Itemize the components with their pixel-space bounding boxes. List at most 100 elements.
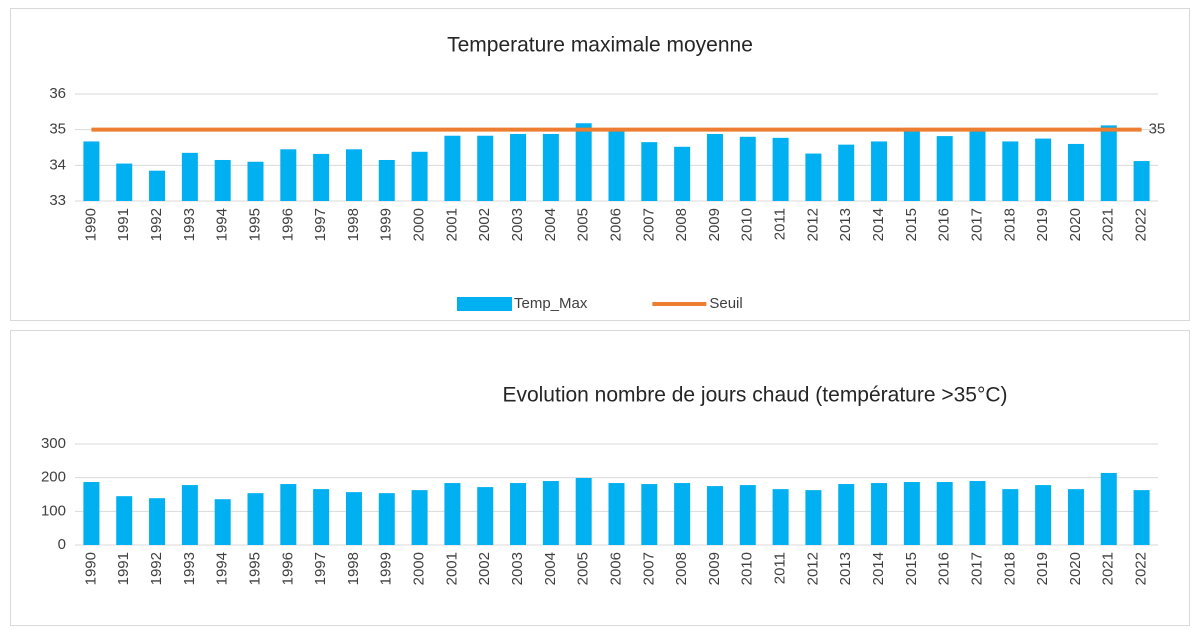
bar: [1002, 141, 1019, 201]
x-tick-label: 2016: [936, 552, 953, 585]
bar: [378, 159, 395, 201]
chart-title: Evolution nombre de jours chaud (tempéra…: [502, 384, 1007, 407]
x-tick-label: 2013: [837, 208, 854, 241]
bar: [1133, 490, 1150, 545]
x-tick-label: 2018: [1001, 552, 1018, 585]
x-tick-label: 1993: [181, 552, 198, 585]
bar: [214, 159, 231, 201]
bar: [969, 129, 986, 201]
bar: [936, 482, 953, 545]
bar: [247, 161, 264, 201]
x-tick-label: 1996: [279, 208, 296, 241]
x-tick-label: 2015: [903, 208, 920, 241]
x-tick-label: 1990: [82, 552, 99, 585]
x-tick-label: 1996: [279, 552, 296, 585]
x-tick-label: 2016: [936, 208, 953, 241]
bar: [838, 484, 855, 545]
bar: [969, 481, 986, 545]
x-tick-label: 1994: [214, 208, 231, 241]
bar: [641, 484, 658, 545]
x-tick-label: 2012: [804, 552, 821, 585]
bar: [739, 136, 756, 201]
bar: [149, 170, 166, 201]
y-tick-label: 33: [49, 192, 66, 209]
bar: [1133, 161, 1150, 201]
bar: [510, 133, 527, 201]
y-tick-label: 34: [49, 156, 66, 173]
y-tick-label: 0: [58, 536, 66, 553]
x-tick-label: 2004: [542, 552, 559, 585]
x-tick-label: 1992: [148, 552, 165, 585]
x-tick-label: 2007: [640, 208, 657, 241]
bar: [83, 141, 100, 201]
legend-label: Temp_Max: [514, 295, 588, 312]
x-tick-label: 2014: [870, 208, 887, 241]
x-tick-label: 1992: [148, 208, 165, 241]
bar: [477, 487, 494, 545]
x-tick-label: 2019: [1034, 552, 1051, 585]
bar: [247, 493, 264, 545]
bar: [838, 144, 855, 201]
bar: [871, 483, 888, 545]
y-tick-label: 100: [41, 502, 66, 519]
bar: [805, 153, 822, 201]
bar: [1002, 489, 1019, 545]
bar: [345, 149, 362, 201]
bar: [444, 483, 461, 545]
x-tick-label: 1991: [115, 552, 132, 585]
bar: [1100, 472, 1117, 545]
bar: [542, 133, 559, 201]
x-tick-label: 2001: [443, 552, 460, 585]
bar: [313, 153, 330, 201]
bar: [575, 478, 592, 545]
x-tick-label: 2008: [673, 208, 690, 241]
bar: [936, 136, 953, 201]
bar: [706, 133, 723, 201]
bar: [674, 146, 691, 201]
bar: [1035, 138, 1052, 201]
x-tick-label: 2008: [673, 552, 690, 585]
panel: [10, 8, 1190, 321]
bar: [674, 483, 691, 545]
x-tick-label: 1993: [181, 208, 198, 241]
x-tick-label: 2022: [1133, 552, 1150, 585]
bar: [411, 490, 428, 545]
x-tick-label: 1995: [246, 552, 263, 585]
bar: [772, 137, 789, 201]
x-tick-label: 2001: [443, 208, 460, 241]
x-tick-label: 1991: [115, 208, 132, 241]
x-tick-label: 2019: [1034, 208, 1051, 241]
x-tick-label: 2005: [575, 552, 592, 585]
x-tick-label: 2003: [509, 552, 526, 585]
x-tick-label: 2010: [739, 208, 756, 241]
bar: [444, 135, 461, 201]
bar: [181, 485, 198, 545]
bar: [345, 492, 362, 545]
bar: [510, 483, 527, 545]
x-tick-label: 2009: [706, 208, 723, 241]
x-tick-label: 2009: [706, 552, 723, 585]
x-tick-label: 2011: [772, 208, 789, 240]
x-tick-label: 2012: [804, 208, 821, 241]
bar: [575, 123, 592, 201]
bar: [1067, 489, 1084, 545]
x-tick-label: 2014: [870, 552, 887, 585]
bar: [378, 493, 395, 545]
x-tick-label: 1998: [345, 208, 362, 241]
x-tick-label: 2021: [1100, 552, 1117, 585]
bar: [477, 135, 494, 201]
bar: [608, 128, 625, 201]
x-tick-label: 2021: [1100, 208, 1117, 241]
x-tick-label: 1999: [378, 208, 395, 241]
bar: [871, 141, 888, 201]
bar: [542, 481, 559, 545]
bar: [903, 127, 920, 201]
x-tick-label: 1999: [378, 552, 395, 585]
x-tick-label: 2000: [411, 552, 428, 585]
x-tick-label: 2018: [1001, 208, 1018, 241]
bar: [411, 151, 428, 201]
bar: [214, 499, 231, 545]
x-tick-label: 2006: [607, 552, 624, 585]
